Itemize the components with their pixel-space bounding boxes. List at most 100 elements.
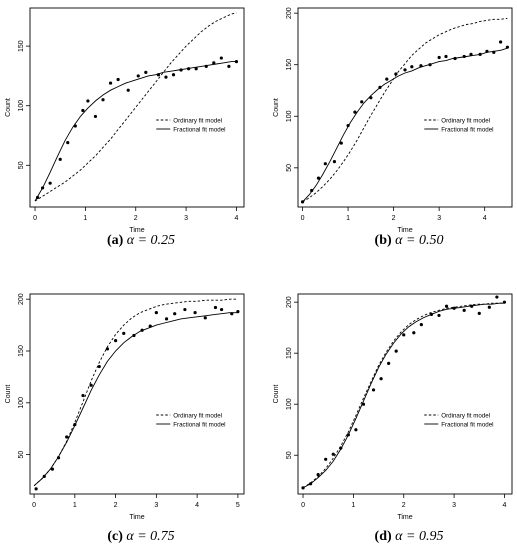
x-tick-label: 0 — [32, 502, 36, 509]
data-point — [419, 64, 423, 68]
data-point — [193, 311, 197, 315]
panel-caption: (b) α = 0.50 — [375, 233, 444, 248]
data-point — [369, 96, 373, 100]
data-point — [81, 108, 85, 113]
data-point — [116, 77, 120, 82]
data-point — [58, 157, 62, 161]
data-point — [487, 305, 491, 309]
data-point — [505, 45, 510, 49]
data-point — [105, 347, 110, 351]
legend-label: Ordinary fit model — [441, 412, 490, 419]
data-point — [50, 467, 55, 471]
data-point — [156, 73, 160, 77]
x-tick-label: 0 — [301, 502, 305, 509]
data-point — [148, 324, 152, 328]
panel-caption: (d) α = 0.95 — [375, 529, 444, 544]
y-tick-label: 100 — [18, 100, 25, 112]
plot-frame — [29, 293, 245, 495]
x-tick-label: 3 — [437, 215, 441, 222]
data-point — [101, 98, 105, 102]
legend-label: Fractional fit model — [441, 126, 493, 133]
data-point — [452, 306, 456, 310]
data-point — [412, 331, 416, 335]
data-point — [73, 124, 77, 128]
data-point — [97, 364, 101, 369]
y-tick-label: 150 — [18, 40, 25, 52]
caption-alpha: α = 0.95 — [395, 529, 443, 544]
data-point — [301, 486, 305, 490]
data-point — [212, 61, 216, 65]
y-tick-label: 150 — [286, 347, 293, 359]
data-point — [164, 317, 169, 321]
data-point — [462, 308, 466, 312]
legend-label: Fractional fit model — [173, 421, 225, 428]
data-point — [339, 446, 343, 450]
legend-label: Ordinary fit model — [441, 117, 490, 124]
x-axis-label: Time — [129, 227, 144, 234]
x-tick-label: 2 — [392, 215, 396, 222]
caption-alpha: α = 0.75 — [126, 529, 174, 544]
data-point — [219, 56, 223, 60]
x-axis-label: Time — [397, 227, 412, 234]
plot-frame — [29, 7, 245, 208]
data-point — [453, 56, 457, 61]
data-point — [308, 482, 313, 486]
data-point — [194, 67, 198, 71]
panel-caption: (c) α = 0.75 — [107, 529, 174, 544]
data-point — [379, 377, 383, 381]
data-point — [485, 49, 489, 53]
data-point — [324, 457, 328, 461]
x-tick-label: 2 — [402, 502, 406, 509]
fractional-fit-line — [302, 302, 505, 489]
data-point — [437, 55, 441, 60]
data-point — [385, 77, 389, 81]
y-tick-label: 50 — [286, 451, 293, 459]
data-point — [73, 422, 77, 427]
data-point — [236, 310, 240, 314]
plot-frame — [297, 7, 513, 208]
data-point — [154, 311, 158, 315]
data-point — [353, 110, 357, 114]
data-point — [360, 100, 364, 104]
data-point — [346, 123, 350, 128]
data-point — [203, 316, 207, 320]
data-point — [140, 328, 144, 332]
data-point — [40, 186, 45, 190]
data-point — [86, 99, 90, 103]
data-point — [42, 474, 46, 478]
chart-panel-2: 0 1 2 3 4 50 100 150 200 Time Count Ordinary fit mo… — [273, 7, 513, 248]
y-axis-label: Count — [5, 98, 12, 117]
data-point — [403, 68, 407, 72]
legend-label: Fractional fit model — [173, 126, 225, 133]
data-point — [428, 63, 432, 67]
x-tick-label: 1 — [73, 502, 77, 509]
data-point — [227, 64, 231, 68]
y-tick-label: 50 — [286, 164, 293, 172]
legend-label: Fractional fit model — [441, 421, 493, 428]
data-point — [144, 70, 148, 74]
x-tick-label: 1 — [83, 215, 87, 222]
data-point — [495, 295, 499, 299]
y-axis-label: Count — [5, 385, 12, 404]
data-point — [187, 67, 191, 71]
data-point — [310, 188, 314, 193]
data-point — [300, 200, 305, 204]
x-tick-label: 4 — [195, 502, 199, 509]
data-point — [179, 68, 183, 72]
x-tick-label: 1 — [351, 502, 355, 509]
data-point — [429, 312, 434, 317]
x-tick-label: 3 — [154, 502, 158, 509]
data-point — [502, 300, 507, 304]
data-point — [346, 433, 350, 437]
y-axis-label: Count — [273, 385, 280, 404]
caption-label: (a) — [107, 233, 127, 248]
data-point — [81, 393, 85, 398]
data-point — [478, 52, 482, 56]
y-tick-label: 150 — [286, 59, 293, 71]
data-point — [410, 65, 414, 69]
data-point — [65, 435, 69, 439]
chart-panel-1: 0 1 2 3 4 50 100 150 Time Count Ordinary fit model… — [5, 7, 245, 248]
data-point — [93, 114, 98, 119]
plot-frame — [297, 293, 513, 495]
